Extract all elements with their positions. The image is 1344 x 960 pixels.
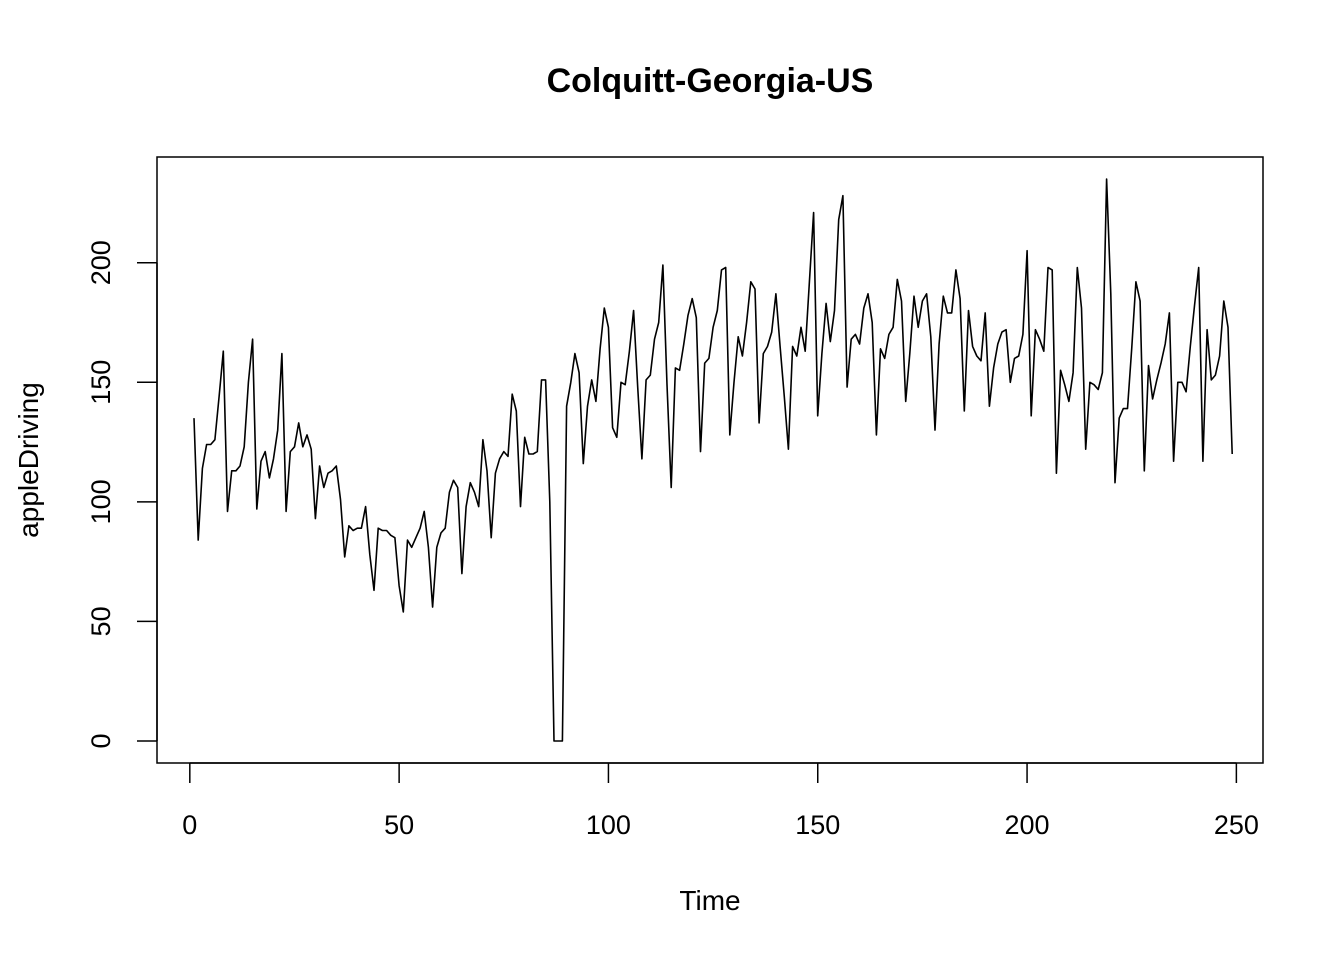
x-tick-label: 0	[182, 810, 197, 840]
y-tick-label: 150	[86, 360, 116, 405]
y-axis-label: appleDriving	[13, 382, 44, 538]
y-tick-label: 50	[86, 606, 116, 636]
x-tick-label: 50	[384, 810, 414, 840]
y-tick-label: 200	[86, 240, 116, 285]
chart-title: Colquitt-Georgia-US	[547, 62, 874, 100]
y-axis: 0 50 100 150 200	[86, 240, 158, 749]
series-line-appleDriving	[193, 178, 1233, 742]
y-tick-label: 100	[86, 479, 116, 524]
plot-frame	[156, 156, 1264, 764]
x-axis-label: Time	[679, 885, 740, 916]
x-axis: 0 50 100 150 200 250	[182, 762, 1259, 840]
x-tick-label: 100	[586, 810, 631, 840]
x-tick-label: 250	[1214, 810, 1259, 840]
y-tick-label: 0	[86, 733, 116, 748]
x-tick-label: 200	[1005, 810, 1050, 840]
x-tick-label: 150	[795, 810, 840, 840]
